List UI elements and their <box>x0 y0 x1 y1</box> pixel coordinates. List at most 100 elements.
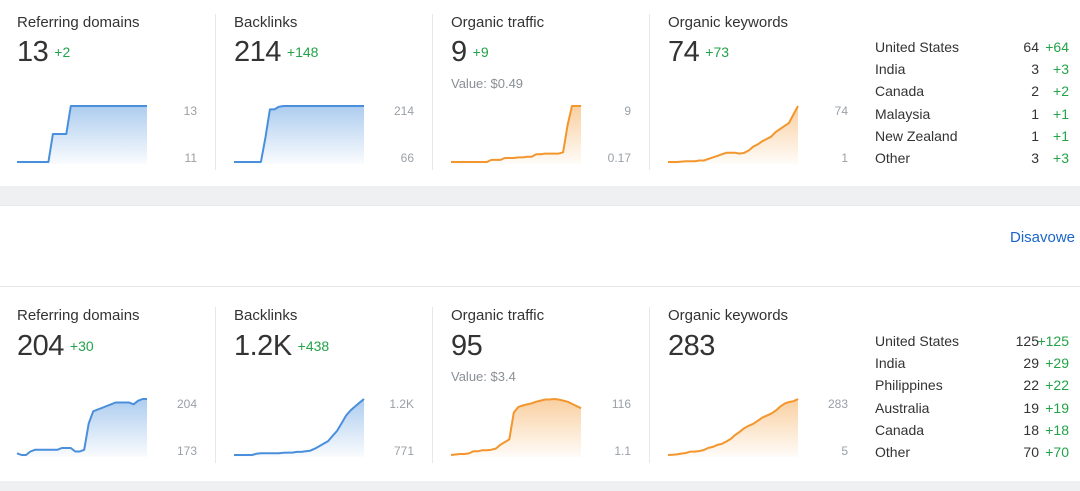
chart-axis-min: 0.17 <box>607 151 631 165</box>
chart-line <box>668 105 799 163</box>
referring-domains-chart[interactable] <box>16 393 147 457</box>
divider <box>649 14 650 170</box>
country-row[interactable]: Malaysia 1 +1 <box>875 105 1075 127</box>
chart-area <box>668 106 798 164</box>
divider <box>432 14 433 170</box>
country-row[interactable]: Other 3 +3 <box>875 149 1075 171</box>
country-delta: +18 <box>1045 421 1069 438</box>
organic-keywords-chart[interactable] <box>667 393 799 457</box>
country-name: Other <box>875 443 911 460</box>
metric-backlinks[interactable]: Backlinks 1.2K +438 1.2K 771 <box>234 287 414 458</box>
country-count: 22 <box>1023 377 1039 394</box>
chart-line <box>17 105 147 163</box>
top-countries-list: United States 64 +64 India 3 +3 Canada 2 +2 Ma… <box>875 38 1075 171</box>
chart-line <box>16 398 147 456</box>
overview-panel-1: Referring domains 13 +2 13 11 Backlinks 2… <box>0 0 1080 186</box>
metric-title: Organic traffic <box>451 14 545 31</box>
country-row[interactable]: Other 70 +70 <box>875 443 1075 465</box>
country-row[interactable]: New Zealand 1 +1 <box>875 127 1075 149</box>
chart-axis-max: 214 <box>393 104 414 118</box>
metric-value: 283 <box>668 330 715 362</box>
chart-axis-max: 74 <box>834 104 848 118</box>
metric-organic-keywords[interactable]: Organic keywords 74 +73 74 1 <box>668 0 848 170</box>
chart-axis-max: 13 <box>183 104 197 118</box>
metric-title: Referring domains <box>17 307 140 324</box>
chart-axis-max: 9 <box>624 104 631 118</box>
metric-delta: +30 <box>69 338 94 354</box>
country-row[interactable]: United States 64 +64 <box>875 38 1075 60</box>
country-name: Australia <box>875 399 930 416</box>
backlinks-chart[interactable] <box>234 393 365 457</box>
country-row[interactable]: Canada 2 +2 <box>875 82 1075 104</box>
metric-backlinks[interactable]: Backlinks 214 +148 214 66 <box>234 0 414 170</box>
metric-referring-domains[interactable]: Referring domains 204 +30 204 173 <box>16 287 197 458</box>
country-name: United States <box>875 333 960 349</box>
country-count: 64 <box>1023 39 1039 55</box>
country-delta: +64 <box>1045 39 1069 55</box>
metric-value: 9 +9 <box>451 36 489 68</box>
chart-line <box>451 105 581 163</box>
country-name: Other <box>875 149 911 166</box>
chart-area <box>668 399 798 457</box>
country-count: 3 <box>1031 61 1039 78</box>
country-row[interactable]: Australia 19 +19 <box>875 399 1075 421</box>
chart-area <box>451 106 581 164</box>
metric-title: Organic traffic <box>451 307 545 324</box>
metric-title: Organic keywords <box>668 14 789 31</box>
metric-organic-keywords[interactable]: Organic keywords 283 283 5 <box>667 287 848 458</box>
overview-panel-2: Referring domains 204 +30 204 173 Backlin… <box>0 287 1080 481</box>
section-separator <box>0 205 1080 206</box>
country-row[interactable]: Canada 18 +18 <box>875 421 1075 443</box>
metric-referring-domains[interactable]: Referring domains 13 +2 13 11 <box>17 0 197 170</box>
country-name: Canada <box>875 421 925 438</box>
metric-title: Organic keywords <box>668 307 789 324</box>
country-row[interactable]: India 3 +3 <box>875 60 1075 82</box>
metric-delta: +2 <box>54 44 71 60</box>
chart-area <box>234 106 364 164</box>
country-delta: +29 <box>1045 355 1069 372</box>
country-name: Canada <box>875 83 925 100</box>
chart-area <box>17 399 147 457</box>
country-row[interactable]: Philippines 22 +22 <box>875 376 1075 398</box>
traffic-value-label: Value: $3.4 <box>451 369 516 384</box>
organic-keywords-chart[interactable] <box>668 100 799 164</box>
country-row[interactable]: United States 125 +125 <box>875 332 1075 354</box>
country-count: 18 <box>1023 421 1039 438</box>
country-delta: +3 <box>1053 149 1069 166</box>
metric-organic-traffic[interactable]: Organic traffic 95 Value: $3.4 116 1.1 <box>450 287 631 458</box>
metric-value: 1.2K +438 <box>234 330 330 362</box>
metric-delta: +148 <box>286 44 319 60</box>
chart-area <box>451 399 581 457</box>
referring-domains-chart[interactable] <box>17 100 147 164</box>
country-delta: +1 <box>1053 105 1069 122</box>
metric-value: 74 +73 <box>668 36 730 68</box>
chart-axis-max: 283 <box>827 397 848 411</box>
organic-traffic-chart[interactable] <box>451 100 581 164</box>
country-name: Malaysia <box>875 105 931 122</box>
chart-axis-min: 173 <box>176 444 197 458</box>
divider <box>215 307 216 463</box>
metric-organic-traffic[interactable]: Organic traffic 9 +9 Value: $0.49 9 0.17 <box>451 0 631 170</box>
country-count: 125 <box>1015 333 1039 349</box>
country-row[interactable]: India 29 +29 <box>875 354 1075 376</box>
country-name: United States <box>875 39 960 55</box>
metric-delta: +73 <box>705 44 730 60</box>
section-separator <box>0 286 1080 287</box>
chart-axis-min: 66 <box>400 151 414 165</box>
traffic-value-label: Value: $0.49 <box>451 76 524 91</box>
chart-axis-min: 771 <box>393 444 414 458</box>
country-name: New Zealand <box>875 127 958 144</box>
country-count: 1 <box>1031 127 1039 144</box>
divider <box>649 307 650 463</box>
country-count: 29 <box>1023 355 1039 372</box>
backlinks-chart[interactable] <box>234 100 364 164</box>
metric-delta: +438 <box>297 338 330 354</box>
metric-delta: +9 <box>472 44 489 60</box>
organic-traffic-chart[interactable] <box>450 393 582 457</box>
section-gap <box>0 481 1080 491</box>
disavow-link[interactable]: Disavowe <box>1010 229 1076 246</box>
chart-axis-min: 1.1 <box>614 444 631 458</box>
metric-value: 204 +30 <box>17 330 94 362</box>
top-countries-list: United States 125 +125 India 29 +29 Philippi… <box>875 332 1075 465</box>
country-name: India <box>875 355 906 372</box>
